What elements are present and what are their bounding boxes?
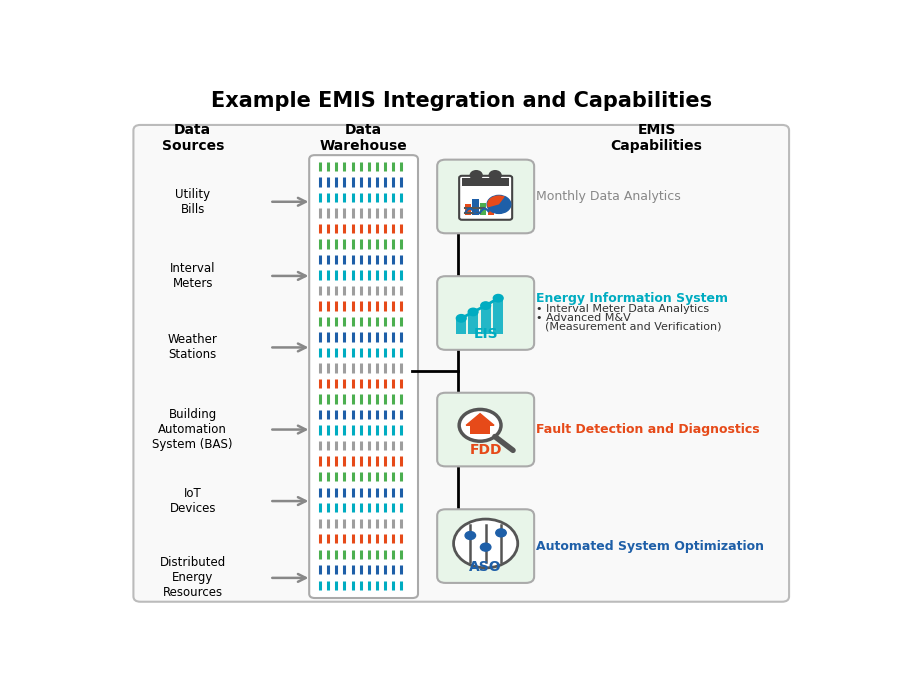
Text: Building
Automation
System (BAS): Building Automation System (BAS) xyxy=(152,408,233,451)
Bar xyxy=(456,319,466,334)
Circle shape xyxy=(471,171,482,180)
Text: (Measurement and Verification): (Measurement and Verification) xyxy=(544,322,721,332)
FancyBboxPatch shape xyxy=(133,125,789,602)
Text: FDD: FDD xyxy=(470,444,502,458)
Bar xyxy=(480,204,486,215)
Circle shape xyxy=(468,308,478,316)
Text: Utility
Bills: Utility Bills xyxy=(176,188,211,216)
Text: • Advanced M&V: • Advanced M&V xyxy=(536,313,631,323)
Bar xyxy=(472,199,479,215)
Bar xyxy=(488,207,494,215)
Circle shape xyxy=(481,302,491,310)
Text: Monthly Data Analytics: Monthly Data Analytics xyxy=(536,190,681,203)
Text: EIS: EIS xyxy=(473,327,498,341)
Text: EMIS
Capabilities: EMIS Capabilities xyxy=(610,123,703,153)
Circle shape xyxy=(454,519,518,568)
Bar xyxy=(464,204,471,215)
Text: • Interval Meter Data Analytics: • Interval Meter Data Analytics xyxy=(536,304,709,314)
Text: IoT
Devices: IoT Devices xyxy=(169,487,216,515)
Circle shape xyxy=(465,532,475,539)
FancyBboxPatch shape xyxy=(437,276,534,350)
Wedge shape xyxy=(487,195,505,208)
Bar xyxy=(462,178,509,186)
FancyBboxPatch shape xyxy=(310,155,418,598)
Bar xyxy=(471,424,490,434)
Text: Weather
Stations: Weather Stations xyxy=(167,334,218,361)
Circle shape xyxy=(481,544,491,551)
Text: Fault Detection and Diagnostics: Fault Detection and Diagnostics xyxy=(536,423,760,436)
Circle shape xyxy=(459,409,501,441)
Text: Automated System Optimization: Automated System Optimization xyxy=(536,539,764,552)
Text: Example EMIS Integration and Capabilities: Example EMIS Integration and Capabilitie… xyxy=(211,91,712,111)
Text: Data
Sources: Data Sources xyxy=(161,123,224,153)
FancyBboxPatch shape xyxy=(437,509,534,583)
Circle shape xyxy=(487,195,511,213)
Text: Energy Information System: Energy Information System xyxy=(536,292,728,305)
Text: ASO: ASO xyxy=(470,560,502,574)
Bar xyxy=(493,298,503,334)
Text: Interval
Meters: Interval Meters xyxy=(170,262,215,290)
FancyBboxPatch shape xyxy=(459,176,512,219)
Bar xyxy=(481,305,491,334)
Bar xyxy=(468,312,478,334)
Circle shape xyxy=(456,314,466,322)
Circle shape xyxy=(493,294,503,302)
Circle shape xyxy=(490,171,500,180)
FancyBboxPatch shape xyxy=(437,160,534,233)
Text: Data
Warehouse: Data Warehouse xyxy=(320,123,408,153)
Text: Distributed
Energy
Resources: Distributed Energy Resources xyxy=(159,557,226,599)
FancyBboxPatch shape xyxy=(437,393,534,466)
Polygon shape xyxy=(466,413,494,425)
Circle shape xyxy=(496,529,506,537)
